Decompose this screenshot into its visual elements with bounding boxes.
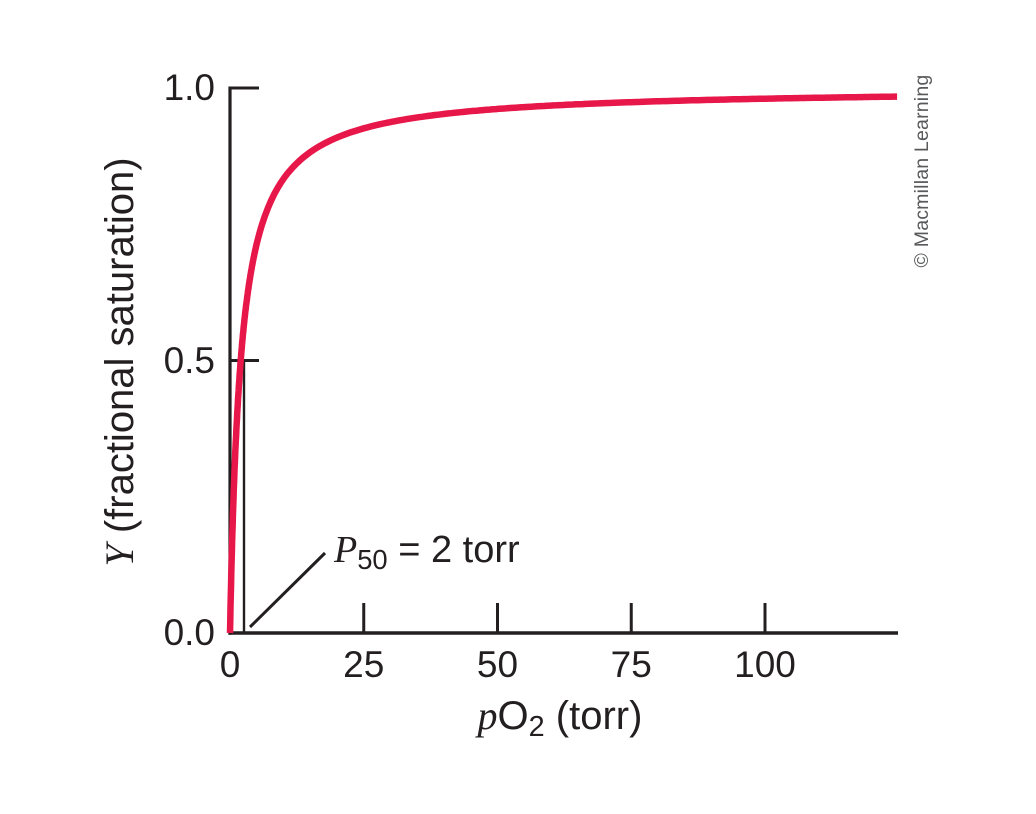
x-axis-title-symbol: p bbox=[477, 693, 498, 738]
p50-annotation-subscript: 50 bbox=[357, 543, 388, 575]
x-tick-label: 100 bbox=[734, 644, 796, 685]
x-tick-label: 25 bbox=[343, 644, 385, 685]
p50-pointer-line bbox=[248, 551, 327, 629]
x-tick-label: 50 bbox=[476, 644, 519, 685]
y-tick-label: 1.0 bbox=[163, 67, 215, 108]
p50-annotation-value: = 2 torr bbox=[387, 529, 520, 571]
x-tick-label: 75 bbox=[610, 644, 652, 685]
x-axis-title-subscript: 2 bbox=[528, 711, 545, 744]
x-axis-title-main: O bbox=[497, 694, 529, 738]
x-axis-title: pO2 (torr) bbox=[477, 693, 643, 742]
copyright-notice: © Macmillan Learning bbox=[911, 74, 933, 268]
y-axis-title-symbol: Y bbox=[97, 544, 142, 567]
y-tick-label: 0.0 bbox=[163, 612, 215, 653]
saturation-curve bbox=[226, 93, 898, 634]
p50-annotation: P50 = 2 torr bbox=[334, 529, 520, 573]
p50-annotation-symbol: P bbox=[334, 529, 358, 571]
x-tick-label: 0 bbox=[219, 644, 241, 685]
y-tick-label: 0.5 bbox=[163, 339, 215, 381]
x-axis-title-units: (torr) bbox=[544, 694, 643, 738]
